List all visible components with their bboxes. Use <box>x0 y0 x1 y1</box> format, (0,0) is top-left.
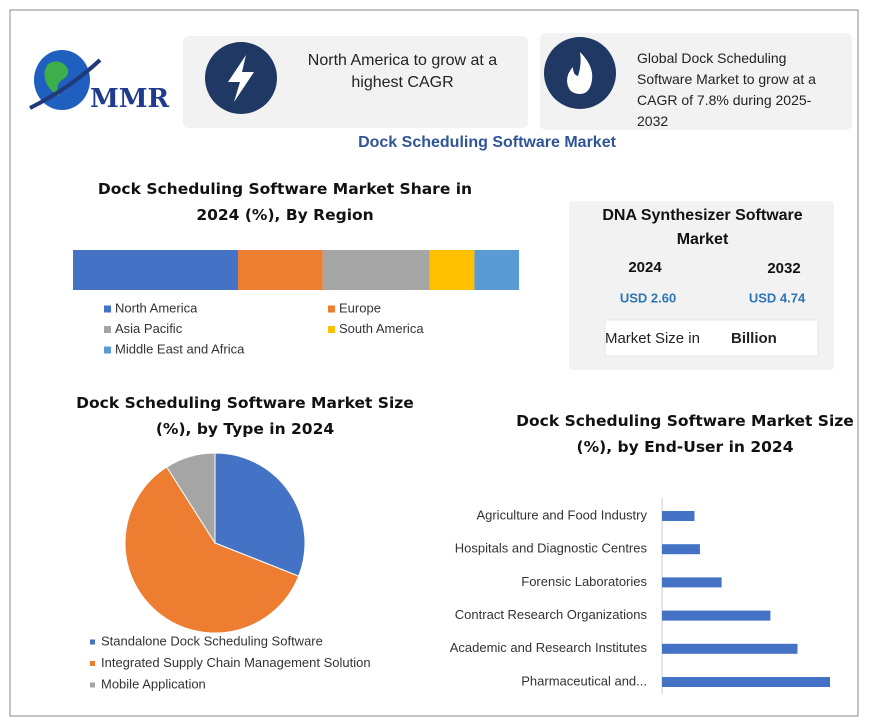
bar-chart: Agriculture and Food Industry Hospitals a… <box>450 498 830 694</box>
legend-label: Asia Pacific <box>115 321 183 336</box>
bar <box>662 677 830 687</box>
legend-marker <box>328 326 335 333</box>
legend-marker <box>104 346 111 354</box>
pie-slice <box>124 466 300 634</box>
legend-label: North America <box>115 300 198 315</box>
bar-segment <box>73 250 239 290</box>
note-box <box>604 319 819 357</box>
main-title: Dock Scheduling Software Market <box>358 134 616 151</box>
legend-marker <box>328 305 335 313</box>
chart-title: Dock Scheduling Software Market Share in… <box>97 180 473 224</box>
flame-icon <box>567 52 593 94</box>
highlight-box <box>540 33 852 130</box>
legend-marker <box>90 661 95 666</box>
legend-label: South America <box>339 321 424 336</box>
legend-label: Middle East and Africa <box>115 341 245 356</box>
bar <box>662 643 798 654</box>
note: Market Size in <box>605 330 700 347</box>
bar-segment <box>474 250 519 290</box>
legend-label: Standalone Dock Scheduling Software <box>101 633 323 648</box>
bar <box>662 610 771 621</box>
frame <box>9 9 859 717</box>
bar-segment <box>429 250 475 290</box>
chart-title: Dock Scheduling Software Market Size (%)… <box>516 412 854 456</box>
bar <box>662 544 700 555</box>
pie-slice <box>214 452 306 577</box>
y-tick-label: Forensic Laboratories <box>521 574 647 589</box>
note-unit: Billion <box>731 330 777 347</box>
bar-segment <box>322 250 430 290</box>
market-value: USD 2.60 <box>620 290 676 305</box>
logo: MMR <box>29 50 170 114</box>
bar <box>662 511 695 521</box>
chart-title: Dock Scheduling Software Market Size (%)… <box>76 394 414 438</box>
legend-marker <box>90 639 95 645</box>
highlight-text: Global Dock Scheduling Software Market t… <box>637 50 816 129</box>
year: 2032 <box>767 260 800 277</box>
y-tick-label: Contract Research Organizations <box>455 607 648 622</box>
legend-marker <box>90 682 95 688</box>
highlight-text: North America to grow at a highest CAGR <box>307 52 498 91</box>
y-tick-label: Agriculture and Food Industry <box>476 507 647 522</box>
legend-marker <box>104 305 111 313</box>
market-value: USD 4.74 <box>749 290 806 305</box>
legend-marker <box>104 326 111 333</box>
y-tick-label: Academic and Research Institutes <box>450 640 648 655</box>
bar-segment <box>238 250 323 290</box>
legend-label: Europe <box>339 300 381 315</box>
year: 2024 <box>628 259 662 276</box>
legend-label: Integrated Supply Chain Management Solut… <box>101 655 371 670</box>
logo-text: MMR <box>90 84 170 114</box>
pie-slice <box>166 452 216 545</box>
legend-label: Mobile Application <box>101 676 206 691</box>
bolt-icon <box>228 55 254 102</box>
bar <box>662 577 722 588</box>
market-title: DNA Synthesizer Software Market <box>602 207 803 248</box>
y-tick-label: Hospitals and Diagnostic Centres <box>455 541 648 556</box>
y-tick-label: Pharmaceutical and... <box>521 673 647 688</box>
